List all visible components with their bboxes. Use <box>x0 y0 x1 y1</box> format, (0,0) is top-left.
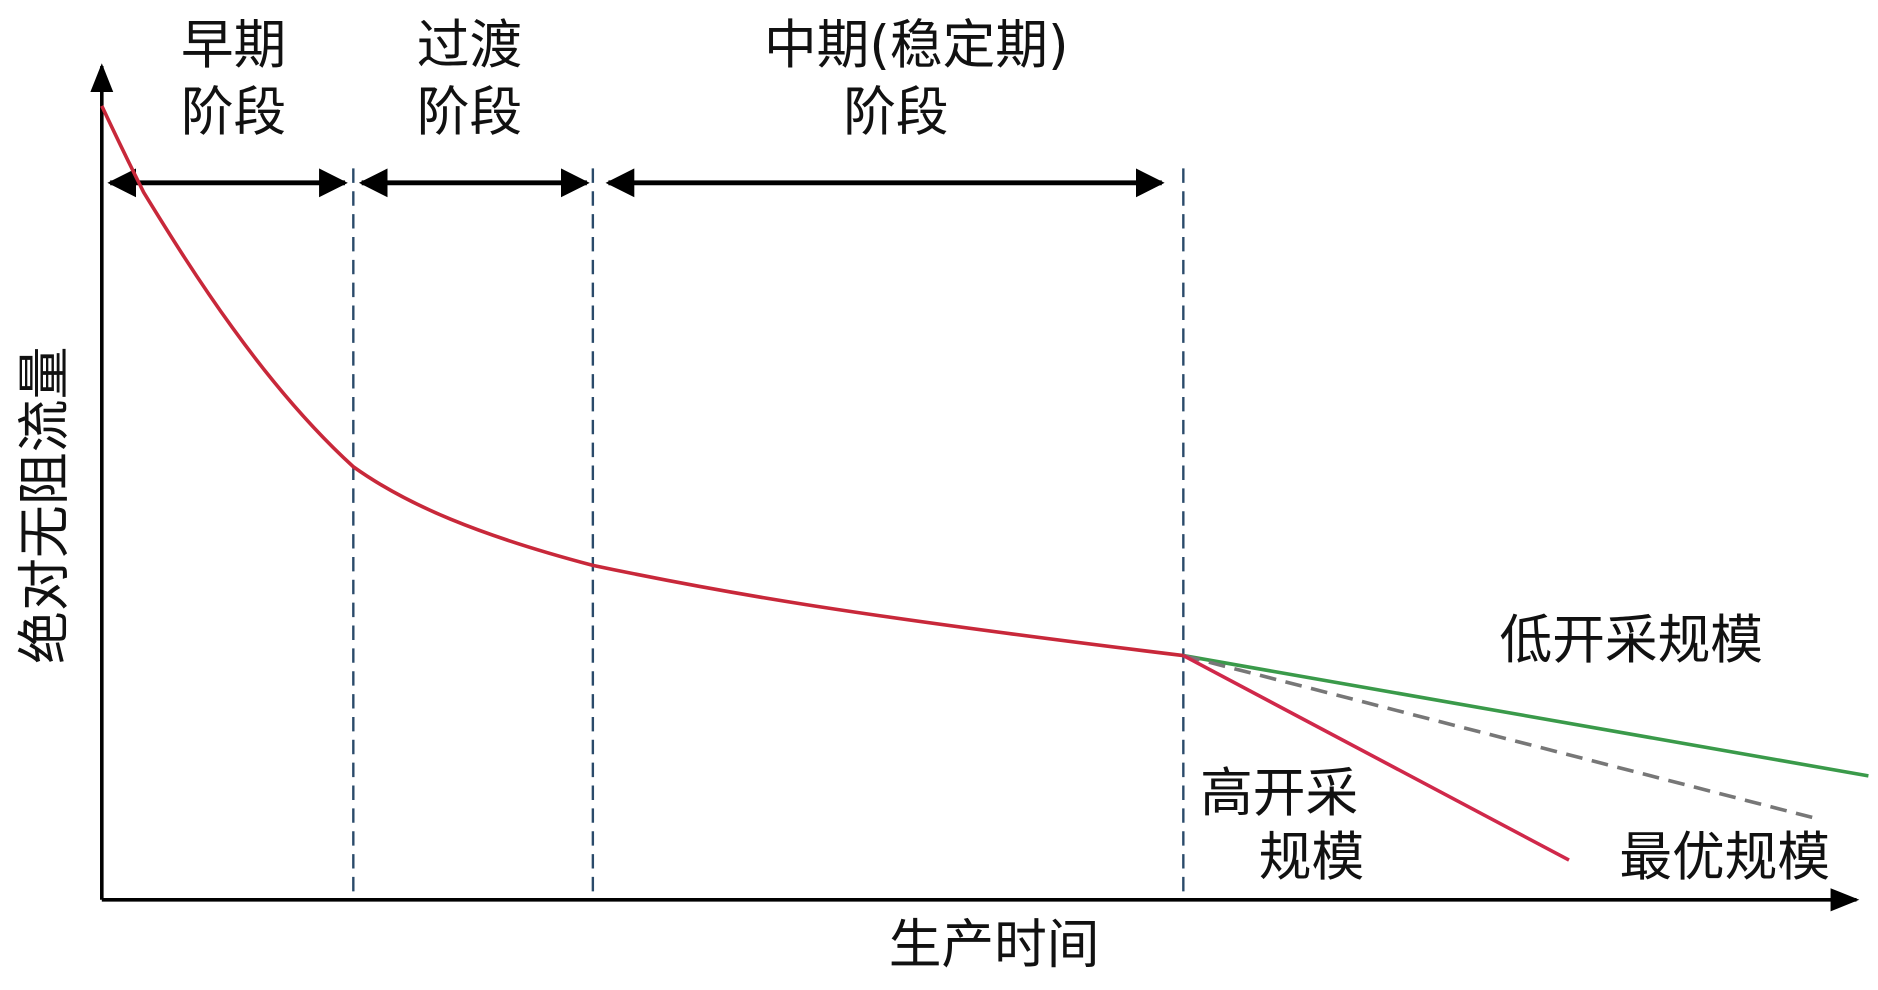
y-axis-label: 绝对无阻流量 <box>15 346 76 663</box>
stage-label: 阶段 <box>417 82 522 143</box>
low-rate-curve <box>1183 653 1869 778</box>
curve-label: 高开采 <box>1200 763 1358 824</box>
curve-label: 低开采规模 <box>1500 610 1763 671</box>
curve-label: 规模 <box>1259 827 1364 888</box>
stage-label: 过渡 <box>417 15 522 76</box>
stage-label: 阶段 <box>843 82 948 143</box>
stage-label: 中期(稳定期) <box>764 15 1069 76</box>
x-axis-label: 生产时间 <box>889 914 1100 975</box>
high-rate-curve <box>1182 653 1570 862</box>
curve-label: 最优规模 <box>1619 827 1830 888</box>
stage-dividers <box>352 168 1185 900</box>
stage-label: 阶段 <box>181 82 286 143</box>
decline-curve <box>100 105 1184 658</box>
stage-label: 早期 <box>181 15 286 76</box>
optimal-curve <box>1182 653 1815 820</box>
